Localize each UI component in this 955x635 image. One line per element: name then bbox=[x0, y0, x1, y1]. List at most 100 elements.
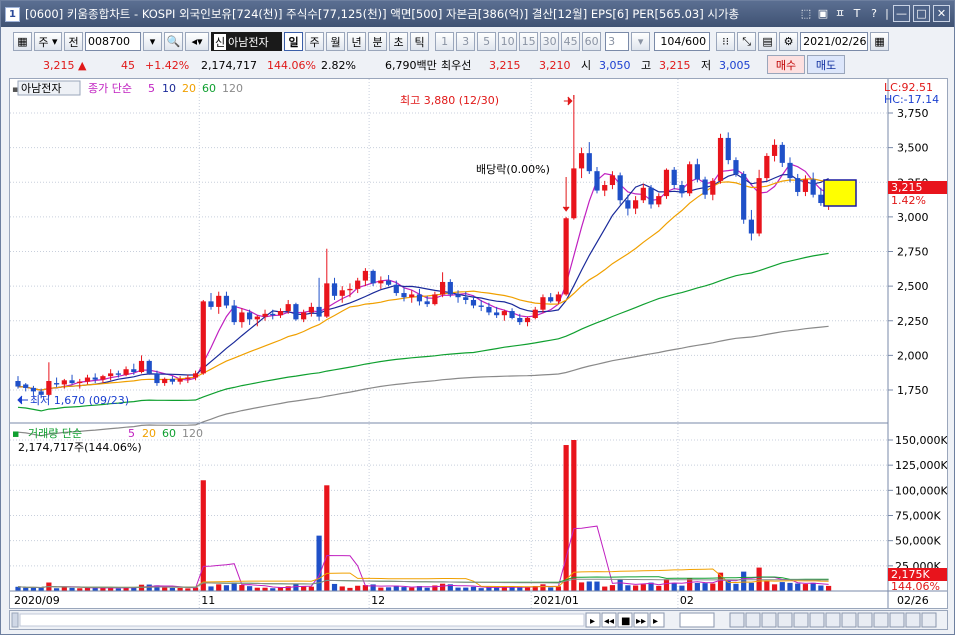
candle-body bbox=[432, 294, 438, 305]
open-value: 3,050 bbox=[599, 58, 631, 72]
candle-body bbox=[69, 380, 75, 384]
search-icon[interactable]: 🔍 bbox=[164, 32, 183, 51]
candle-body bbox=[671, 169, 677, 186]
volume-bar bbox=[710, 583, 716, 591]
candle-body bbox=[370, 270, 376, 284]
vol-ma120-line bbox=[17, 578, 829, 589]
stop-icon[interactable]: ■ bbox=[621, 616, 630, 627]
save-icon[interactable]: ▤ bbox=[758, 32, 778, 51]
interval-input[interactable]: 3 bbox=[605, 32, 630, 51]
volume-tick-label: 50,000K bbox=[895, 535, 941, 548]
scroll-right-icon[interactable]: ▸ bbox=[590, 616, 595, 627]
volume-bar bbox=[162, 587, 168, 591]
volume-bar bbox=[548, 587, 554, 591]
magnet-icon[interactable] bbox=[841, 612, 857, 628]
candle-body bbox=[339, 290, 345, 296]
scroll-track[interactable] bbox=[19, 613, 585, 627]
candle-body bbox=[710, 180, 716, 195]
volume-bar bbox=[301, 586, 307, 591]
period-second-button[interactable]: 초 bbox=[389, 32, 409, 51]
volume-bar bbox=[563, 445, 569, 591]
candle-body bbox=[162, 378, 168, 384]
price-legend-prefix: 종가 단순 bbox=[88, 82, 132, 95]
candle-body bbox=[818, 194, 824, 204]
interval-dropdown-icon[interactable]: ▾ bbox=[631, 32, 651, 51]
forward-icon[interactable]: ▸▸ bbox=[636, 616, 646, 627]
camera-icon[interactable] bbox=[905, 612, 921, 628]
settings-small-icon[interactable] bbox=[921, 612, 937, 628]
period-monthly-button[interactable]: 월 bbox=[326, 32, 346, 51]
volume-bar bbox=[717, 572, 724, 591]
zoom-in-icon[interactable] bbox=[745, 612, 761, 628]
play-icon[interactable]: ▸ bbox=[653, 616, 658, 627]
crosshair-icon[interactable] bbox=[825, 612, 841, 628]
split-icon[interactable] bbox=[777, 612, 793, 628]
rewind-icon[interactable]: ◂◂ bbox=[604, 616, 614, 627]
volume-tick-label: 150,000K bbox=[895, 434, 947, 447]
indicator-icon[interactable]: ⁝⁝ bbox=[716, 32, 736, 51]
period-weekly-button[interactable]: 주 bbox=[305, 32, 325, 51]
period-tick-button[interactable]: 틱 bbox=[410, 32, 430, 51]
price-chart[interactable]: 3,7503,5003,2503,0002,7502,5002,2502,000… bbox=[10, 79, 948, 608]
minimize-icon[interactable]: — bbox=[893, 5, 910, 22]
print-icon[interactable] bbox=[873, 612, 889, 628]
interval-15-button[interactable]: 15 bbox=[519, 32, 539, 51]
interval-1-button[interactable]: 1 bbox=[435, 32, 455, 51]
hc-readout: HC:-17.14 bbox=[884, 93, 939, 106]
close-icon[interactable]: ✕ bbox=[933, 5, 950, 22]
calendar-icon[interactable]: ▦ bbox=[870, 32, 890, 51]
stock-type-dropdown[interactable]: 주 ▾ bbox=[34, 32, 62, 51]
full-button[interactable]: 전 bbox=[64, 32, 83, 51]
gear-icon[interactable]: ⚙ bbox=[779, 32, 799, 51]
interval-3-button[interactable]: 3 bbox=[456, 32, 476, 51]
candle-body bbox=[254, 316, 260, 320]
volume-bar bbox=[440, 583, 446, 591]
candle-body bbox=[416, 294, 423, 302]
export-icon[interactable] bbox=[889, 612, 905, 628]
stock-code-input[interactable]: 008700 bbox=[85, 32, 141, 51]
interval-10-button[interactable]: 10 bbox=[498, 32, 518, 51]
stock-name-field[interactable]: 신 아남전자 bbox=[211, 32, 283, 51]
price-tick-label: 2,750 bbox=[897, 246, 929, 259]
date-input[interactable]: 2021/02/26 bbox=[800, 32, 869, 51]
period-yearly-button[interactable]: 년 bbox=[347, 32, 367, 51]
interval-45-button[interactable]: 45 bbox=[561, 32, 581, 51]
eraser-icon[interactable] bbox=[857, 612, 873, 628]
sell-button[interactable]: 매도 bbox=[807, 55, 845, 74]
maximize-icon[interactable]: □ bbox=[913, 5, 930, 22]
scrollbar-controls[interactable]: ▸ ◂◂ ■ ▸▸ ▸ bbox=[10, 611, 947, 629]
tool-icon[interactable]: ⤡ bbox=[737, 32, 757, 51]
zoom-slider[interactable] bbox=[679, 612, 715, 628]
interval-5-button[interactable]: 5 bbox=[477, 32, 497, 51]
help-icon[interactable]: ? bbox=[871, 6, 877, 20]
sound-icon[interactable]: ◂▾ bbox=[185, 32, 209, 51]
stock-name-tag[interactable] bbox=[17, 80, 81, 96]
refresh-icon[interactable] bbox=[809, 612, 825, 628]
volume-bar bbox=[154, 585, 160, 591]
zoom-out-icon[interactable] bbox=[729, 612, 745, 628]
interval-30-button[interactable]: 30 bbox=[540, 32, 560, 51]
zoom-reset-icon[interactable] bbox=[761, 612, 777, 628]
link-icon[interactable]: ⬚ bbox=[800, 6, 812, 20]
copy-icon[interactable]: ▣ bbox=[817, 6, 829, 20]
scroll-buttons[interactable]: ▸ ◂◂ ■ ▸▸ ▸ bbox=[585, 612, 937, 628]
font-icon[interactable]: T bbox=[853, 6, 861, 20]
chart-area[interactable]: 3,7503,5003,2503,0002,7502,5002,2502,000… bbox=[9, 78, 948, 609]
code-dropdown-icon[interactable]: ▾ bbox=[143, 32, 162, 51]
volume-bar bbox=[725, 580, 731, 591]
candle-body bbox=[301, 312, 307, 320]
volume-bar bbox=[409, 587, 415, 591]
period-daily-button[interactable]: 일 bbox=[284, 32, 304, 51]
layout-icon[interactable]: ▦ bbox=[13, 32, 32, 51]
pin-icon[interactable]: ㅍ bbox=[834, 7, 846, 20]
lock-icon[interactable] bbox=[793, 612, 809, 628]
period-minute-button[interactable]: 분 bbox=[368, 32, 388, 51]
screen-number-badge[interactable]: 1 bbox=[5, 6, 20, 22]
data-count-field[interactable]: 104/600 bbox=[654, 32, 711, 51]
chart-scrollbar[interactable]: ▸ ◂◂ ■ ▸▸ ▸ bbox=[9, 610, 948, 630]
highlight-box[interactable] bbox=[823, 179, 857, 207]
candle-body bbox=[594, 171, 600, 191]
buy-button[interactable]: 매수 bbox=[767, 55, 805, 74]
scroll-left-edge[interactable] bbox=[11, 612, 19, 628]
interval-60-button[interactable]: 60 bbox=[582, 32, 602, 51]
